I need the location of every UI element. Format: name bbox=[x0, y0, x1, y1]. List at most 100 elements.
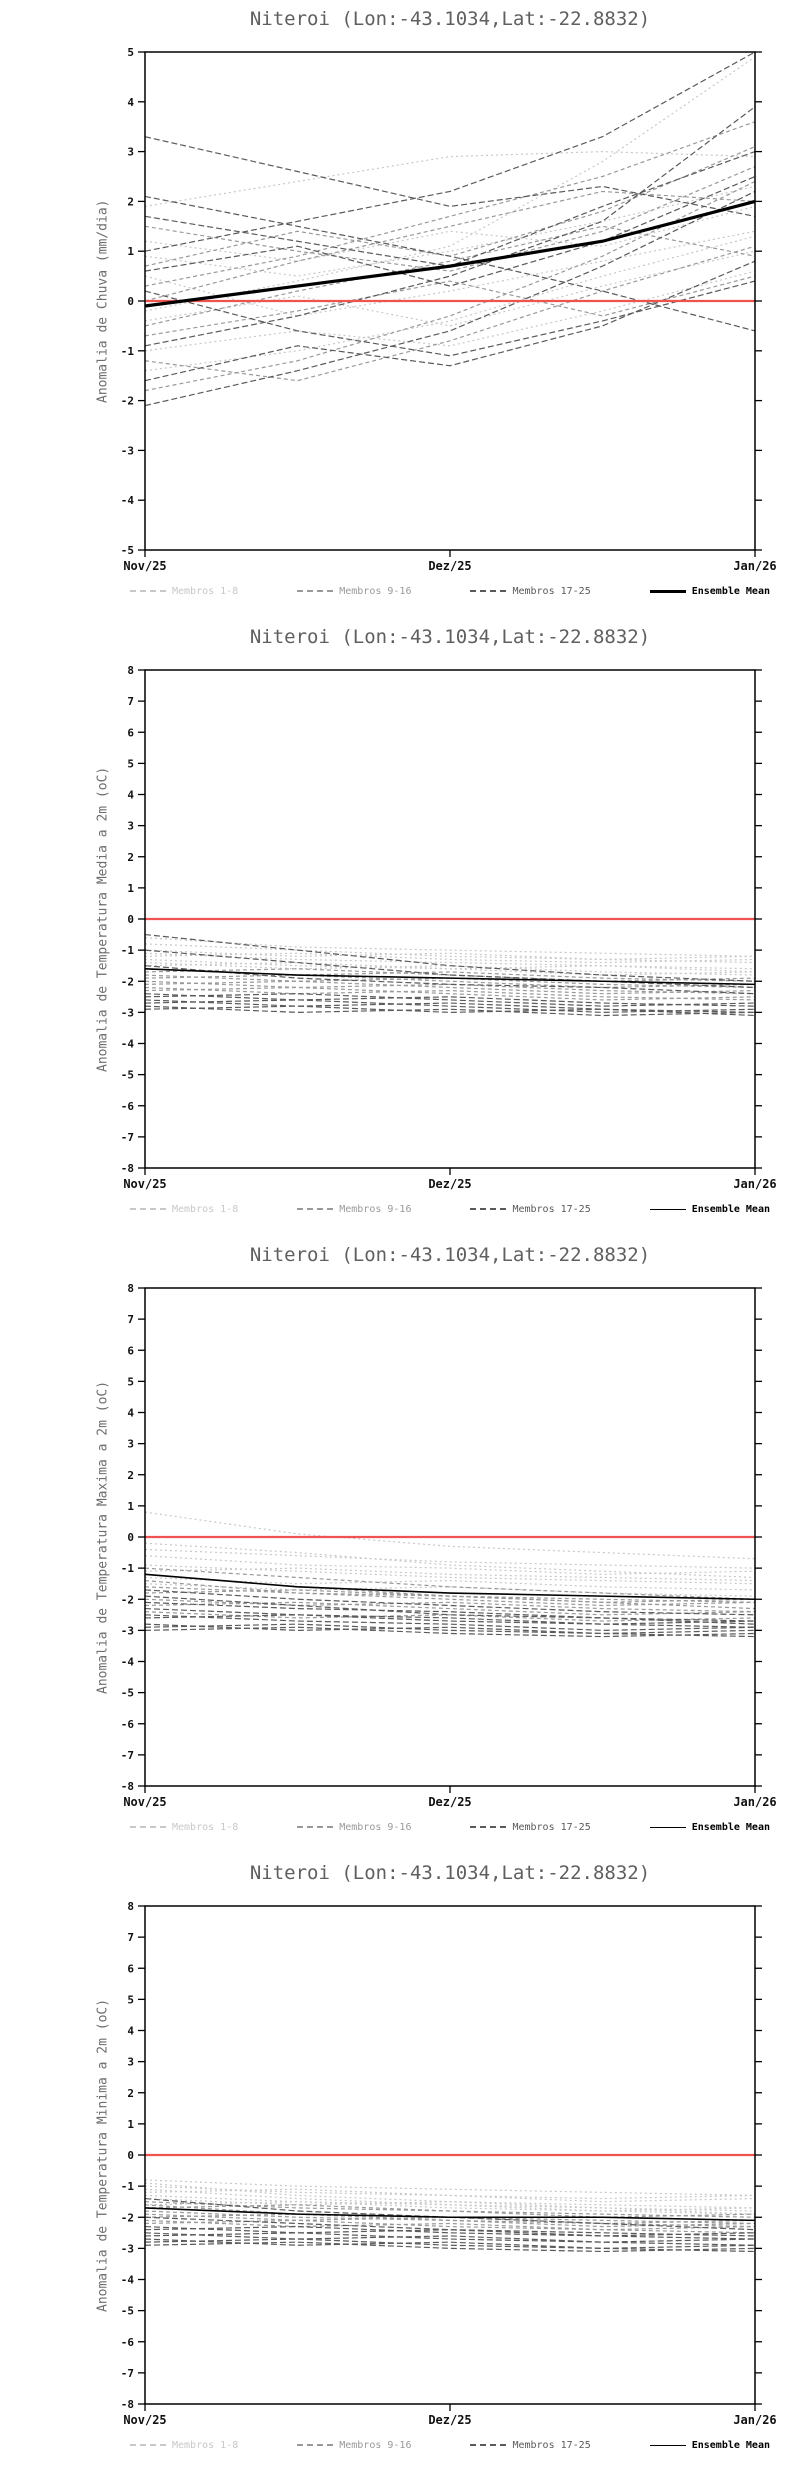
ensemble-mean-line bbox=[144, 2207, 756, 2222]
member-line bbox=[144, 151, 756, 267]
y-tick-label: -4 bbox=[121, 494, 135, 507]
member-line bbox=[144, 235, 756, 372]
y-tick-label: 6 bbox=[127, 726, 134, 739]
legend-item: Membros 17-25 bbox=[470, 1822, 591, 1833]
legend-item: Membros 9-16 bbox=[297, 586, 411, 597]
member-line bbox=[144, 986, 756, 1001]
member-line bbox=[144, 1601, 756, 1616]
legend-item: Membros 9-16 bbox=[297, 1822, 411, 1833]
member-line bbox=[144, 2225, 756, 2240]
y-tick-label: -5 bbox=[121, 2305, 134, 2318]
member-line bbox=[144, 270, 756, 352]
legend-item: Membros 9-16 bbox=[297, 2440, 411, 2451]
x-tick-label: Nov/25 bbox=[123, 559, 166, 573]
y-tick-label: -7 bbox=[121, 1749, 134, 1762]
y-tick-label: 5 bbox=[127, 757, 134, 770]
y-tick-label: -8 bbox=[121, 1780, 134, 1793]
ensemble-mean-line bbox=[144, 968, 756, 986]
legend-label: Membros 9-16 bbox=[339, 1203, 412, 1215]
member-line bbox=[144, 1589, 756, 1603]
legend-item: Ensemble Mean bbox=[649, 2439, 770, 2451]
y-tick-label: -3 bbox=[121, 2242, 134, 2255]
legend-item: Membros 17-25 bbox=[470, 1204, 591, 1215]
y-tick-label: 8 bbox=[127, 664, 134, 677]
y-tick-label: -3 bbox=[121, 1006, 134, 1019]
legend-label: Membros 1-8 bbox=[172, 585, 239, 597]
y-tick-label: 8 bbox=[127, 1282, 134, 1295]
chart-title: Niteroi (Lon:-43.1034,Lat:-22.8832) bbox=[249, 626, 651, 648]
member-line bbox=[144, 2232, 756, 2243]
member-line bbox=[144, 1555, 756, 1575]
member-line bbox=[144, 2188, 756, 2203]
y-tick-label: 7 bbox=[127, 695, 134, 708]
legend-line-sample bbox=[470, 590, 507, 592]
member-line bbox=[144, 245, 756, 382]
member-line bbox=[144, 260, 756, 382]
member-line bbox=[144, 961, 756, 976]
legend-line-sample bbox=[297, 590, 334, 592]
member-line bbox=[144, 51, 756, 252]
legend: Membros 1-8 Membros 9-16 Membros 17-25 Ense… bbox=[130, 1201, 770, 1217]
plot-canvas: 8 7 6 5 4 3 2 1 0 -1 -2 -3 -4 -5 -6 -7 -8 Nov/25 Dez/25 Jan… bbox=[121, 1282, 777, 1809]
member-line bbox=[144, 2232, 756, 2246]
y-tick-label: -5 bbox=[121, 544, 134, 557]
member-line bbox=[144, 2238, 756, 2253]
legend-label: Ensemble Mean bbox=[691, 2439, 770, 2451]
member-line bbox=[144, 1623, 756, 1638]
chart-title: Niteroi (Lon:-43.1034,Lat:-22.8832) bbox=[249, 8, 651, 30]
legend-line-sample bbox=[470, 2444, 507, 2446]
member-line bbox=[144, 2182, 756, 2209]
member-line bbox=[144, 1607, 756, 1625]
legend-label: Membros 17-25 bbox=[512, 2439, 591, 2451]
legend-item: Ensemble Mean bbox=[649, 585, 770, 597]
member-line bbox=[144, 1576, 756, 1591]
member-line bbox=[144, 965, 756, 995]
legend-line-sample bbox=[470, 1826, 507, 1828]
legend-label: Ensemble Mean bbox=[691, 1203, 770, 1215]
plot-frame bbox=[144, 1287, 756, 1787]
x-tick-label: Dez/25 bbox=[428, 1177, 471, 1191]
y-tick-label: -1 bbox=[121, 944, 135, 957]
plot-canvas: 8 7 6 5 4 3 2 1 0 -1 -2 -3 -4 -5 -6 -7 -8 Nov/25 Dez/25 Jan… bbox=[121, 664, 777, 1191]
legend-label: Membros 1-8 bbox=[172, 2439, 239, 2451]
y-tick-label: -6 bbox=[121, 2336, 135, 2349]
member-line bbox=[144, 190, 756, 407]
member-line bbox=[144, 2225, 756, 2237]
legend-label: Membros 9-16 bbox=[339, 585, 412, 597]
legend-label: Ensemble Mean bbox=[691, 585, 770, 597]
member-line bbox=[144, 943, 756, 961]
ensemble-mean-line bbox=[144, 1573, 756, 1601]
y-tick-label: 4 bbox=[127, 1407, 134, 1420]
member-line bbox=[144, 1567, 756, 1600]
y-tick-label: -1 bbox=[121, 345, 135, 358]
member-line bbox=[144, 56, 756, 312]
member-line bbox=[144, 280, 756, 357]
y-tick-label: 0 bbox=[127, 2149, 134, 2162]
ensemble-chart: Niteroi (Lon:-43.1034,Lat:-22.8832) Anom… bbox=[0, 0, 800, 618]
chart-title: Niteroi (Lon:-43.1034,Lat:-22.8832) bbox=[249, 1244, 651, 1266]
y-tick-label: 5 bbox=[127, 1375, 134, 1388]
x-tick-label: Jan/26 bbox=[733, 559, 776, 573]
y-tick-label: 4 bbox=[127, 789, 134, 802]
member-line bbox=[144, 175, 756, 287]
plot-canvas: 5 4 3 2 1 0 -1 -2 -3 -4 -5 Nov/25 Dez/25 Jan/26 bbox=[121, 46, 777, 573]
y-tick-label: 6 bbox=[127, 1344, 134, 1357]
member-line bbox=[144, 195, 756, 332]
legend-line-sample bbox=[470, 1208, 507, 1210]
member-line bbox=[144, 146, 756, 267]
legend-line-sample bbox=[130, 1208, 166, 1210]
x-tick-label: Jan/26 bbox=[733, 2413, 776, 2427]
legend-item: Membros 1-8 bbox=[130, 2440, 238, 2451]
y-tick-label: -3 bbox=[121, 1624, 134, 1637]
member-line bbox=[144, 1548, 756, 1569]
member-line bbox=[144, 952, 756, 964]
member-line bbox=[144, 1583, 756, 1597]
ensemble-chart: Niteroi (Lon:-43.1034,Lat:-22.8832) Anom… bbox=[0, 618, 800, 1236]
member-line bbox=[144, 2185, 756, 2200]
member-line bbox=[144, 2213, 756, 2228]
legend-line-sample bbox=[649, 1208, 686, 1210]
member-line bbox=[144, 974, 756, 989]
member-line bbox=[144, 165, 756, 272]
member-line bbox=[144, 1586, 756, 1603]
member-line bbox=[144, 136, 756, 217]
